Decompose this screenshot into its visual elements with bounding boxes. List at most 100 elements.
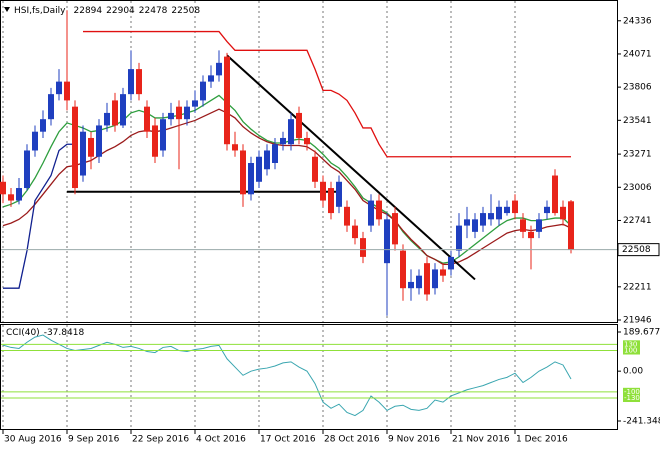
candle-body (456, 225, 462, 251)
candle-body (432, 269, 438, 289)
overlay-line (83, 30, 571, 158)
y-tick-label: 21946 (623, 315, 652, 325)
level-box (623, 340, 640, 349)
candle-body (424, 263, 430, 295)
x-tick-label: 21 Nov 2016 (452, 435, 510, 445)
candle-body (344, 206, 350, 226)
last-open: 22894 (74, 6, 103, 16)
candle-body (272, 144, 278, 163)
candle-body (24, 150, 30, 189)
candle-body (320, 181, 326, 201)
candle-body (216, 62, 222, 76)
last-price-box (617, 243, 660, 257)
candle-body (80, 131, 86, 176)
cci-panel (0, 324, 618, 430)
candle-body (512, 200, 518, 214)
candle-body (64, 81, 70, 101)
candle-body (168, 112, 174, 120)
x-tick-label: 1 Dec 2016 (516, 435, 568, 445)
candle-body (280, 137, 286, 145)
overlay-line (3, 143, 75, 289)
level-box (623, 346, 640, 355)
candle-body (392, 213, 398, 245)
last-price-label: 22508 (622, 245, 651, 255)
candle-body (208, 75, 214, 82)
level-label: -130 (624, 394, 640, 402)
last-low: 22478 (139, 6, 168, 16)
x-tick-label: 9 Sep 2016 (68, 435, 120, 445)
candle-body (152, 125, 158, 157)
candle-body (72, 106, 78, 189)
candle-body (352, 225, 358, 239)
candle-body (200, 81, 206, 101)
candle-body (16, 188, 22, 201)
candle-body (104, 112, 110, 126)
level-box (623, 394, 640, 403)
candle-body (56, 81, 62, 95)
candle-body (112, 100, 118, 126)
level-label: 100 (624, 347, 637, 355)
y-tick-label: 189.6779 (623, 328, 660, 338)
y-tick-label: 23006 (623, 183, 652, 193)
level-label: 130 (624, 340, 637, 348)
candle-body (240, 150, 246, 195)
x-tick-label: 9 Nov 2016 (388, 435, 440, 445)
candle-body (264, 150, 270, 170)
candle-body (488, 213, 494, 220)
last-high: 22904 (106, 6, 135, 16)
cci-value: -37.8418 (44, 328, 85, 338)
x-tick-label: 30 Aug 2016 (4, 435, 62, 445)
trend-line (226, 54, 476, 281)
x-tick-label: 28 Oct 2016 (324, 435, 380, 445)
candle-body (504, 206, 510, 214)
candle-body (88, 137, 94, 157)
candle-body (520, 219, 526, 232)
y-tick-label: 22741 (623, 216, 652, 226)
candle-body (224, 56, 230, 145)
chart-title: HSI,fs,Daily 22894 22904 22478 22508 (14, 6, 200, 16)
y-tick-label: 23541 (623, 116, 652, 126)
candle-body (32, 131, 38, 151)
candle-body (120, 94, 126, 126)
candle-body (336, 181, 342, 207)
candle-body (536, 219, 542, 232)
y-tick-label: 23806 (623, 83, 652, 93)
candle-body (560, 206, 566, 220)
x-tick-label: 17 Oct 2016 (260, 435, 316, 445)
candle-body (384, 219, 390, 264)
candle-body (408, 281, 414, 289)
cci-title: CCI(40) -37.8418 (6, 328, 84, 338)
candle-body (440, 269, 446, 276)
candle-body (376, 200, 382, 220)
candle-body (184, 106, 190, 120)
candle-body (256, 156, 262, 182)
candle-body (552, 175, 558, 214)
symbol: HSI,fs,Daily (14, 6, 66, 16)
candle-body (296, 112, 302, 138)
level-label: -100 (624, 388, 640, 396)
candle-body (8, 194, 14, 201)
candle-body (304, 137, 310, 145)
candle-body (368, 200, 374, 226)
candle-body (416, 275, 422, 289)
candle-body (528, 231, 534, 239)
candle-body (40, 119, 46, 132)
candle-body (128, 69, 134, 95)
candle-body (328, 188, 334, 214)
y-tick-label: 24071 (623, 49, 652, 59)
level-box (623, 387, 640, 396)
candle-body (288, 119, 294, 145)
candle-body (568, 201, 574, 250)
candle-body (248, 163, 254, 195)
candle-body (192, 100, 198, 107)
candle-body (176, 106, 182, 120)
candle-body (448, 256, 454, 270)
last-close: 22508 (171, 6, 200, 16)
candle-body (472, 219, 478, 232)
candle-body (464, 219, 470, 226)
candle-body (232, 144, 238, 151)
candle-body (400, 250, 406, 289)
x-tick-label: 22 Sep 2016 (132, 435, 189, 445)
collapse-icon (4, 7, 10, 12)
